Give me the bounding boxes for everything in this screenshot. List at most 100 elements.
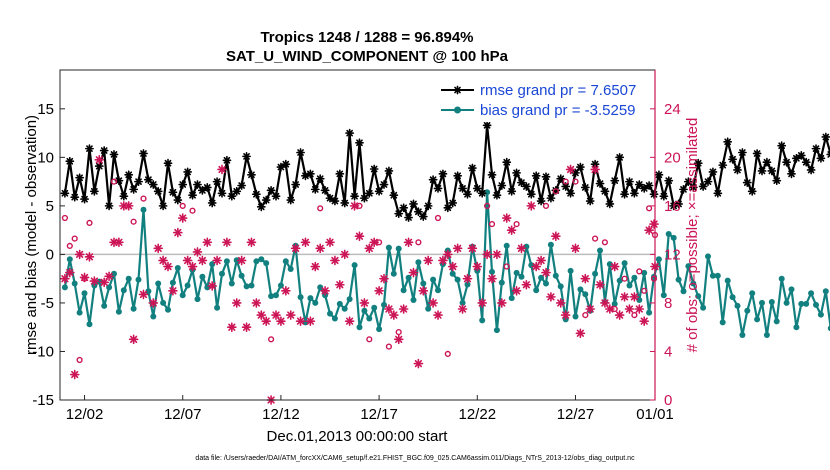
rmse-point (723, 137, 733, 147)
rmse-point-stroke (601, 187, 609, 195)
rmse-point-stroke (390, 191, 398, 199)
obs-assimilated-point (236, 255, 247, 266)
rmse-point (109, 150, 119, 159)
obs-assimilated-point (531, 261, 541, 272)
rmse-point (782, 157, 791, 167)
obs-possible-point (582, 312, 589, 319)
obs-assimilated-point-stroke (169, 287, 177, 295)
rmse-point (507, 186, 517, 196)
obs-assimilated-point-stroke (498, 299, 506, 307)
rmse-point-stroke (311, 186, 319, 193)
rmse-point-stroke (788, 170, 795, 178)
y-left-tick-label: 15 (37, 101, 54, 118)
obs-assimilated-point (379, 273, 389, 284)
bias-point (744, 307, 751, 314)
rmse-point (153, 186, 163, 196)
obs-assimilated-point-stroke (184, 256, 192, 265)
rmse-point-stroke (572, 169, 579, 177)
rmse-point (423, 201, 433, 211)
bias-point (140, 206, 147, 213)
obs-possible-point (513, 221, 520, 228)
bias-point (572, 313, 579, 320)
y-left-tick-label: -15 (32, 392, 54, 409)
rmse-point-stroke (557, 175, 565, 183)
obs-assimilated-point-stroke (596, 281, 604, 289)
rmse-point-stroke (645, 182, 653, 189)
obs-assimilated-point-stroke (360, 299, 369, 307)
obs-assimilated-point (281, 286, 291, 296)
rmse-point-stroke (596, 180, 604, 187)
bias-point (341, 305, 348, 312)
bias-point (81, 290, 88, 297)
obs-assimilated-point (202, 237, 213, 248)
rmse-point (266, 185, 276, 195)
rmse-point (737, 148, 747, 157)
obs-assimilated-point (261, 316, 271, 326)
obs-assimilated-point-stroke (434, 311, 442, 319)
bias-point (621, 260, 628, 267)
bias-point (356, 324, 363, 331)
bias-point (685, 263, 692, 270)
rmse-point-stroke (699, 183, 707, 190)
rmse-point (207, 198, 217, 208)
obs-assimilated-point-stroke (203, 238, 211, 246)
rmse-point (816, 153, 826, 163)
rmse-point (448, 198, 458, 208)
bias-point (115, 308, 122, 315)
bias-point (111, 270, 117, 277)
rmse-point-stroke (503, 158, 511, 166)
rmse-point (384, 166, 394, 176)
obs-assimilated-point-stroke (616, 311, 624, 319)
bias-point (700, 304, 707, 311)
bias-point (282, 258, 289, 265)
bias-point (120, 287, 127, 294)
rmse-point-stroke (635, 181, 643, 188)
rmse-point (193, 180, 202, 189)
rmse-point-stroke (253, 190, 260, 198)
rmse-point (585, 196, 595, 206)
y-axis-left-label: rmse and bias (model - observation) (23, 115, 40, 355)
rmse-point-stroke (218, 189, 226, 197)
rmse-point (546, 193, 556, 203)
bias-point (233, 257, 240, 264)
bias-point (493, 327, 500, 334)
rmse-point-stroke (444, 204, 452, 212)
obs-assimilated-point (590, 164, 600, 175)
obs-assimilated-point-stroke (557, 299, 565, 307)
rmse-point (89, 186, 99, 196)
rmse-point-stroke (100, 147, 108, 154)
obs-assimilated-point-stroke (625, 305, 634, 313)
bias-point (199, 273, 206, 280)
obs-assimilated-point-stroke (611, 262, 619, 271)
obs-assimilated-point-stroke (115, 238, 123, 246)
bias-point (371, 304, 378, 311)
bias-point (606, 261, 613, 268)
obs-possible-point (488, 221, 496, 228)
rmse-point (620, 189, 629, 199)
rmse-point (458, 184, 467, 193)
rmse-point (772, 176, 782, 186)
rmse-point-stroke (336, 170, 344, 178)
bias-point (754, 316, 761, 323)
obs-assimilated-point (492, 249, 502, 260)
rmse-point (232, 186, 242, 196)
obs-possible-point (415, 239, 422, 246)
obs-assimilated-point (433, 310, 443, 320)
obs-assimilated-point-stroke (262, 317, 270, 325)
bias-point (660, 292, 667, 299)
rmse-point (188, 190, 197, 200)
rmse-point-stroke (174, 196, 182, 204)
bias-point (724, 277, 731, 284)
rmse-point-stroke (650, 190, 658, 198)
rmse-point (281, 159, 291, 169)
bias-point (597, 247, 603, 254)
obs-assimilated-point-stroke (311, 262, 319, 271)
obs-assimilated-point (501, 213, 512, 223)
rmse-point-stroke (135, 178, 142, 185)
rmse-point-stroke (665, 177, 673, 184)
obs-possible-point (601, 239, 609, 246)
rmse-point (139, 149, 148, 158)
obs-assimilated-point (649, 219, 659, 229)
rmse-point-stroke (149, 181, 157, 188)
